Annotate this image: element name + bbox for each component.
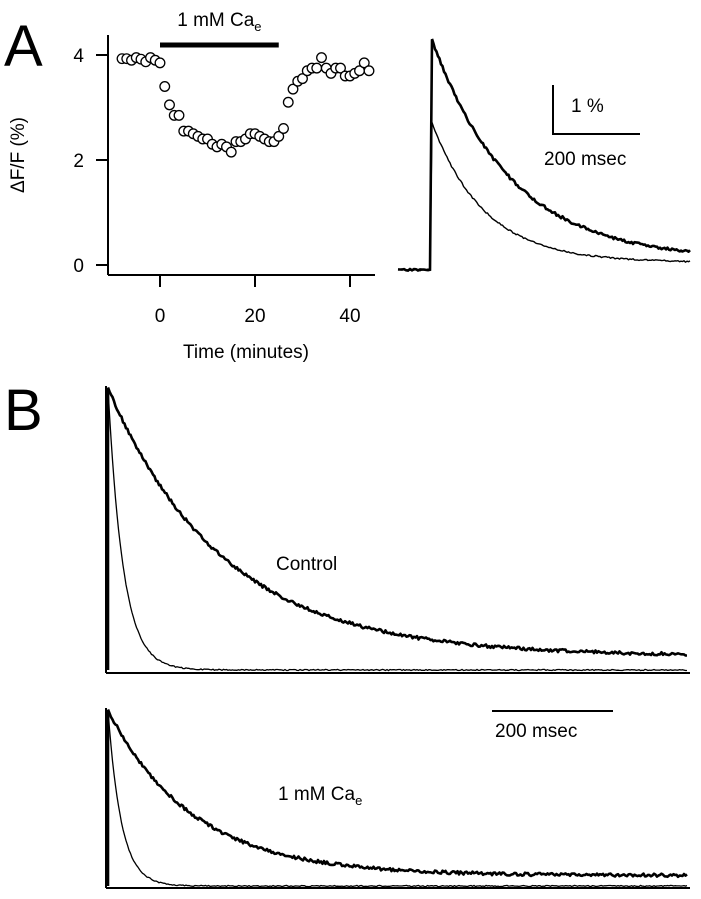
trace-slow — [106, 386, 687, 657]
panel-b-control-traces: Control — [105, 386, 690, 674]
data-point — [297, 73, 308, 85]
y-tick-label: 0 — [73, 256, 84, 277]
treatment-label-main: 1 mM Ca — [177, 10, 255, 31]
data-point — [335, 62, 346, 74]
data-point — [358, 57, 370, 69]
y-tick-label: 4 — [73, 46, 84, 67]
treatment-label: 1 mM Cae — [177, 10, 261, 34]
x-tick-label: 0 — [155, 306, 166, 327]
data-point — [225, 146, 237, 158]
panel-a-inset-traces: 1 % 200 msec — [397, 38, 691, 272]
data-point — [278, 123, 289, 134]
b-scalebar-label: 200 msec — [495, 721, 577, 742]
data-point — [282, 96, 294, 108]
data-point — [164, 99, 175, 111]
calcium-annotation-subscript: e — [355, 793, 362, 808]
inset-trace-calcium — [431, 122, 691, 263]
data-point — [273, 130, 285, 142]
inset-trace-rise — [397, 39, 434, 272]
trace-fast — [107, 709, 688, 888]
scalebar-x-label: 200 msec — [544, 149, 626, 170]
data-point — [173, 109, 185, 121]
inset-trace-control — [430, 38, 691, 253]
x-tick-label: 40 — [339, 306, 360, 327]
x-axis-label: Time (minutes) — [183, 342, 309, 363]
x-tick-label: 20 — [244, 306, 265, 327]
data-point — [316, 52, 327, 64]
treatment-label-subscript: e — [254, 19, 261, 34]
inset-trace-rise — [397, 122, 433, 272]
calcium-annotation-main: 1 mM Ca — [278, 784, 356, 805]
trace-slow — [106, 709, 688, 879]
y-axis-label: ΔF/F (%) — [8, 117, 29, 193]
panel-b-calcium-traces: 200 msec 1 mM Cae — [105, 708, 690, 889]
data-point — [159, 81, 171, 92]
data-point — [154, 57, 166, 69]
scalebar-y-label: 1 % — [571, 96, 604, 117]
calcium-annotation: 1 mM Cae — [278, 784, 362, 808]
panel-a-scatter-chart: 0 2 4 0 20 40 1 mM Cae ΔF/F (%) Time (minute… — [8, 10, 375, 363]
data-point — [311, 62, 323, 74]
control-annotation: Control — [276, 554, 337, 575]
data-point — [287, 83, 299, 95]
trace-fast — [107, 387, 687, 672]
panel-b-letter: B — [4, 378, 43, 443]
data-point — [363, 65, 375, 77]
panel-a-letter: A — [4, 14, 43, 79]
y-tick-label: 2 — [73, 151, 84, 172]
